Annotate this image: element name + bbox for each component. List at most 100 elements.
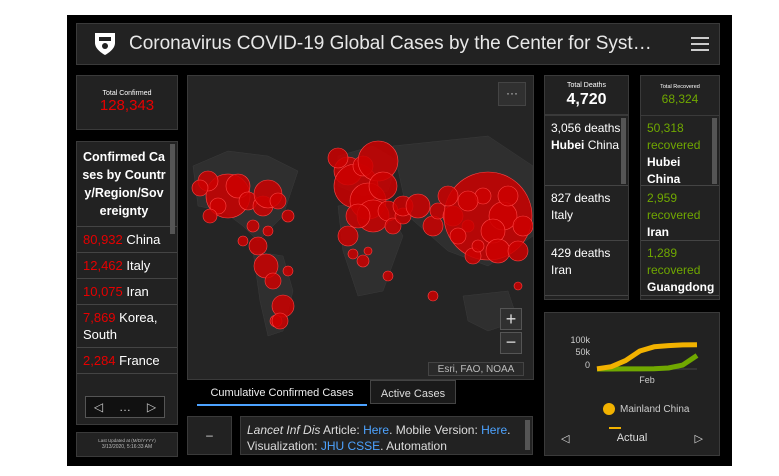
country-count: 2,284	[83, 353, 116, 368]
recovered-list-item[interactable]: 1,289 recovered Guangdong China	[641, 241, 719, 296]
case-bubble[interactable]	[269, 192, 287, 210]
country-name: Italy	[126, 258, 151, 273]
case-bubble[interactable]	[356, 254, 370, 268]
pager-dots: …	[119, 400, 131, 414]
recovered-place: Guangdong China	[647, 280, 715, 294]
deaths-list-item[interactable]: 3,056 deaths Hubei China	[545, 116, 628, 186]
case-bubble[interactable]	[237, 235, 249, 247]
tab-cumulative-confirmed[interactable]: Cumulative Confirmed Cases	[197, 380, 367, 406]
total-deaths-label: Total Deaths	[567, 82, 606, 89]
case-bubble[interactable]	[485, 238, 511, 264]
country-name: France	[119, 353, 160, 368]
case-bubble[interactable]	[512, 215, 533, 237]
case-bubble[interactable]	[281, 209, 295, 223]
recovered-list-item[interactable]: 2,959 recovered Iran	[641, 186, 719, 241]
death-unit: deaths	[574, 246, 611, 260]
case-bubble[interactable]	[384, 217, 402, 235]
case-bubble[interactable]	[345, 203, 371, 229]
country-list-scrollbar[interactable]	[170, 144, 175, 234]
pager-next-icon[interactable]: ▷	[146, 400, 157, 414]
case-bubble[interactable]	[457, 190, 479, 212]
case-bubble[interactable]	[382, 270, 394, 282]
death-unit: deaths	[574, 191, 611, 205]
death-unit: deaths	[584, 121, 621, 135]
info-collapse-button[interactable]: –	[187, 416, 232, 455]
death-count: 429	[551, 246, 572, 260]
recovered-place: Hubei China	[647, 155, 681, 186]
case-bubble[interactable]	[437, 185, 459, 207]
case-bubble[interactable]	[427, 290, 439, 302]
chart-next-icon[interactable]: ▷	[694, 432, 703, 445]
info-text-part: . Mobile Version:	[389, 423, 482, 437]
info-text: Lancet Inf Dis Article: Here. Mobile Ver…	[247, 422, 528, 454]
zoom-out-button[interactable]: −	[500, 332, 522, 354]
recovered-unit: recovered	[647, 263, 701, 277]
y-tick-label: 0	[585, 360, 590, 370]
case-bubble[interactable]	[264, 272, 282, 290]
case-bubble[interactable]	[327, 147, 349, 169]
country-name: Iran	[126, 284, 149, 299]
chart-footer: ◁ Actual ▷	[549, 428, 715, 448]
case-bubble[interactable]	[497, 185, 519, 207]
info-scrollbar[interactable]	[525, 420, 530, 450]
country-list-panel: Confirmed Cases by Country/Region/Sovere…	[76, 141, 178, 425]
timeline-chart: 100k 50k 0 Feb	[570, 335, 699, 385]
tab-active-cases[interactable]: Active Cases	[370, 380, 456, 404]
series-line-other	[597, 353, 699, 372]
case-bubble[interactable]	[225, 173, 251, 199]
case-bubble[interactable]	[262, 225, 274, 237]
title-bar: Coronavirus COVID-19 Global Cases by the…	[76, 23, 720, 65]
case-bubble[interactable]	[405, 193, 431, 219]
case-bubble[interactable]	[246, 219, 260, 233]
world-map[interactable]: ··· + − Esri, FAO, NOAA	[187, 75, 534, 380]
zoom-in-button[interactable]: +	[500, 308, 522, 330]
pager-prev-icon[interactable]: ◁	[93, 400, 104, 414]
case-bubble[interactable]	[449, 227, 467, 245]
death-count: 3,056	[551, 121, 582, 135]
deaths-scrollbar[interactable]	[621, 118, 626, 184]
jhu-shield-logo	[91, 30, 119, 58]
country-list-item[interactable]: 12,462 Italy	[77, 253, 177, 279]
case-bubbles	[191, 140, 533, 330]
death-place: China	[587, 138, 620, 152]
country-list-item[interactable]: 7,869 Korea, South	[77, 305, 177, 348]
case-bubble[interactable]	[248, 236, 268, 256]
case-bubble[interactable]	[271, 312, 289, 330]
hamburger-menu-icon[interactable]	[691, 34, 709, 54]
case-bubble[interactable]	[471, 239, 485, 253]
deaths-list-item[interactable]: 429 deaths Iran	[545, 241, 628, 296]
series-line-mainland-china	[596, 342, 698, 372]
case-bubble[interactable]	[513, 281, 523, 291]
deaths-list-item[interactable]: 827 deaths Italy	[545, 186, 628, 241]
chart-prev-icon[interactable]: ◁	[561, 432, 570, 445]
case-bubble[interactable]	[363, 246, 373, 256]
case-bubble[interactable]	[202, 208, 218, 224]
case-bubble[interactable]	[507, 240, 529, 262]
map-more-button[interactable]: ···	[498, 82, 526, 106]
death-place: Italy	[551, 208, 574, 222]
case-bubble[interactable]	[282, 265, 294, 277]
country-list-pager: ◁ … ▷	[85, 396, 165, 418]
recovered-scrollbar[interactable]	[712, 118, 717, 184]
case-bubble[interactable]	[337, 225, 359, 247]
country-list-item[interactable]: 2,284 France	[77, 348, 177, 374]
country-list-item[interactable]: 80,932 China	[77, 227, 177, 253]
country-list-item[interactable]: 10,075 Iran	[77, 279, 177, 305]
total-deaths-header: Total Deaths 4,720	[544, 75, 629, 115]
timeline-chart-panel: 100k 50k 0 Feb Mainland China ◁ Actual ▷	[544, 312, 720, 456]
case-bubble[interactable]	[191, 179, 209, 197]
country-count: 12,462	[83, 258, 123, 273]
country-count: 80,932	[83, 232, 123, 247]
article-link[interactable]: Here	[363, 423, 390, 437]
case-bubble[interactable]	[347, 248, 359, 260]
jhu-csse-link[interactable]: JHU CSSE	[320, 439, 381, 453]
recovered-list: 50,318 recovered Hubei China 2,959 recovered…	[641, 116, 719, 296]
deaths-list-panel: 3,056 deaths Hubei China 827 deaths Italy 4…	[544, 115, 629, 300]
case-bubble[interactable]	[368, 171, 398, 201]
recovered-list-panel: 50,318 recovered Hubei China 2,959 recovered…	[640, 115, 720, 300]
chart-legend: Mainland China	[603, 403, 690, 415]
recovered-count: 50,318	[647, 121, 684, 135]
map-attribution: Esri, FAO, NOAA	[428, 362, 524, 376]
mobile-version-link[interactable]: Here	[481, 423, 508, 437]
recovered-list-item[interactable]: 50,318 recovered Hubei China	[641, 116, 719, 186]
